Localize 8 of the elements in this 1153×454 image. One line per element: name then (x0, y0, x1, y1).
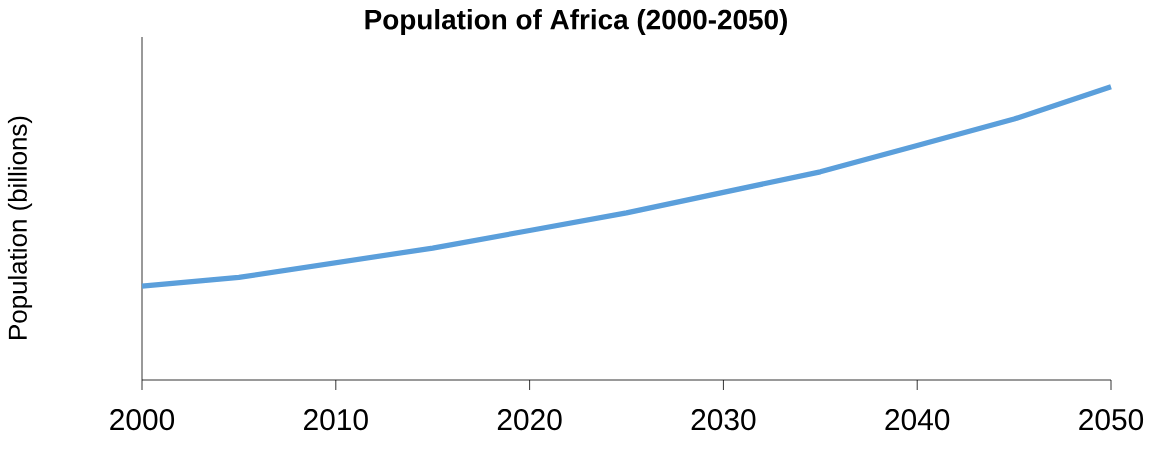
x-tick-label: 2010 (304, 409, 368, 431)
x-tick-label: 2040 (885, 409, 950, 431)
chart-title: Population of Africa (2000-2050) (365, 8, 787, 35)
x-tick-label: 2020 (497, 409, 562, 431)
x-tick-label: 2050 (1079, 409, 1144, 431)
x-tick-label: 2030 (691, 409, 756, 431)
x-tick-label: 2000 (110, 409, 175, 431)
y-axis-title: Population (billions) (7, 116, 33, 339)
